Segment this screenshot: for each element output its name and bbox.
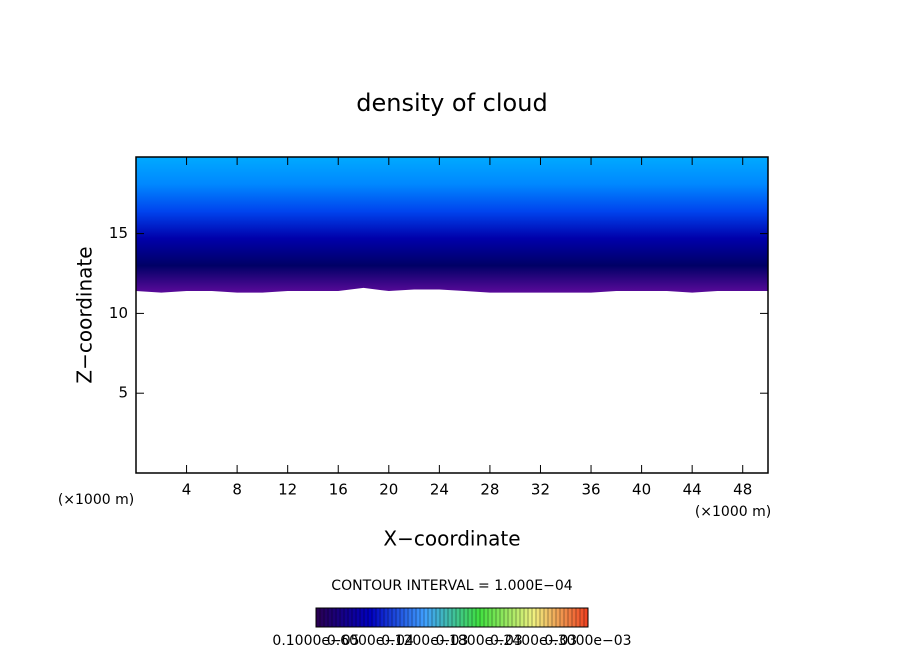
x-tick-label: 12 bbox=[278, 481, 297, 499]
colorbar-label: 0.1800e−03 bbox=[436, 633, 523, 649]
chart-title: density of cloud bbox=[356, 89, 547, 117]
cloud-field bbox=[136, 157, 768, 293]
x-tick-label: 24 bbox=[430, 481, 449, 499]
x-tick-label: 32 bbox=[531, 481, 550, 499]
y-tick-label: 15 bbox=[109, 224, 128, 242]
plot-frame bbox=[135, 156, 769, 474]
colorbar-label: 0.6000e−04 bbox=[327, 633, 414, 649]
x-tick-label: 4 bbox=[182, 481, 192, 499]
x-tick-label: 48 bbox=[733, 481, 752, 499]
x-axis-unit: (×1000 m) bbox=[695, 504, 771, 520]
colorbar-label: 0.1200e−03 bbox=[381, 633, 468, 649]
x-axis-title: X−coordinate bbox=[383, 527, 520, 551]
contour-interval: CONTOUR INTERVAL = 1.000E−04 bbox=[331, 578, 572, 594]
x-tick-label: 28 bbox=[480, 481, 499, 499]
y-axis-unit: (×1000 m) bbox=[58, 492, 134, 508]
colorbar-label: 0.2400e−03 bbox=[490, 633, 577, 649]
colorbar-label: 0.3000e−03 bbox=[544, 633, 631, 649]
x-tick-label: 44 bbox=[683, 481, 702, 499]
y-tick-label: 5 bbox=[118, 384, 128, 402]
y-axis-title: Z−coordinate bbox=[73, 246, 97, 383]
colorbar-label: 0.1000e−05 bbox=[272, 633, 359, 649]
x-tick-label: 16 bbox=[329, 481, 348, 499]
y-tick-label: 10 bbox=[109, 304, 128, 322]
colorbar bbox=[315, 607, 589, 628]
x-tick-label: 40 bbox=[632, 481, 651, 499]
x-tick-label: 8 bbox=[232, 481, 242, 499]
x-tick-label: 20 bbox=[379, 481, 398, 499]
x-tick-label: 36 bbox=[581, 481, 600, 499]
